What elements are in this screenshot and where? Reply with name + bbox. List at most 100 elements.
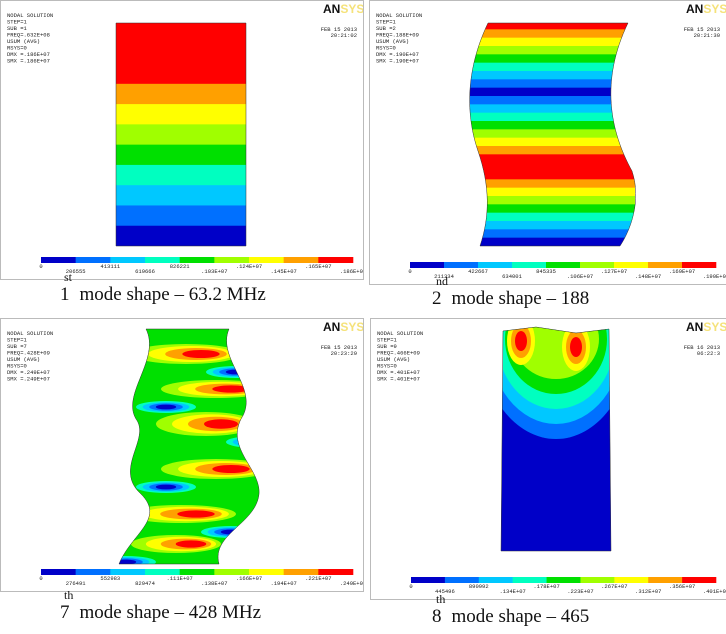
blob <box>204 419 238 429</box>
colorbar-label: .166E+07 <box>236 575 262 582</box>
logo-accent: SYS <box>703 320 726 334</box>
colorbar-label: .169E+07 <box>669 268 695 275</box>
blob <box>176 540 207 547</box>
band <box>116 64 246 85</box>
colorbar-label: 552983 <box>100 575 120 582</box>
band <box>465 238 635 247</box>
colorbar-label: 422667 <box>468 268 488 275</box>
band <box>465 46 635 55</box>
blob <box>212 465 249 473</box>
band <box>465 63 635 72</box>
ansys-screenshot: NODAL SOLUTIONSTEP=1SUB =7FREQ=.428E+09U… <box>0 318 364 592</box>
time: 20:21:02 <box>331 32 357 39</box>
caption-number: 7 <box>60 602 70 623</box>
field <box>465 21 635 247</box>
colorbar-label: 890992 <box>469 583 489 590</box>
field <box>96 329 286 568</box>
logo: ANSYS <box>323 2 364 16</box>
colorbar-label: 634001 <box>502 273 523 280</box>
colorbar-label: .194E+07 <box>270 580 296 587</box>
colorbar-label: .190E+07 <box>703 273 726 280</box>
colorbar-label: .312E+07 <box>635 588 661 595</box>
band <box>465 188 635 197</box>
caption-text: mode shape – 428 MHz <box>80 602 262 623</box>
colorbar-label: 619666 <box>135 268 155 275</box>
caption-suffix: th <box>436 592 445 607</box>
colorbar-label: .267E+07 <box>601 583 627 590</box>
band <box>465 96 635 105</box>
band <box>116 226 246 247</box>
colorbar-cell <box>41 257 76 263</box>
band <box>116 104 246 125</box>
colorbar-label: .148E+07 <box>635 273 661 280</box>
time: 20:21:30 <box>694 32 720 39</box>
time: 20:23:29 <box>331 350 357 357</box>
ansys-screenshot: NODAL SOLUTIONSTEP=1SUB =2FREQ=.188E+09U… <box>369 0 726 285</box>
header-line: SMX =.190E+07 <box>376 58 419 65</box>
logo-main: AN <box>686 320 703 334</box>
band <box>465 71 635 80</box>
colorbar-label: .106E+07 <box>567 273 593 280</box>
colorbar-label: 0 <box>39 575 42 582</box>
time: 06:22:3 <box>697 350 720 357</box>
blob <box>246 440 266 445</box>
logo-accent: SYS <box>340 2 364 16</box>
band <box>465 129 635 138</box>
band <box>465 54 635 63</box>
band <box>116 205 246 226</box>
band <box>116 185 246 206</box>
caption-suffix: st <box>64 270 72 285</box>
band <box>465 171 635 180</box>
logo-accent: SYS <box>340 320 364 334</box>
band <box>116 165 246 186</box>
colorbar-label: .124E+07 <box>236 263 262 270</box>
logo: ANSYS <box>686 2 726 16</box>
band <box>465 229 635 238</box>
colorbar-cell <box>411 577 445 583</box>
logo-main: AN <box>686 2 703 16</box>
band <box>465 163 635 172</box>
lobe <box>570 337 582 357</box>
header-line: SMX =.186E+07 <box>7 58 50 65</box>
caption: 2ndmode shape – 188 <box>432 288 589 310</box>
colorbar-label: .401E+07 <box>703 588 726 595</box>
caption-number: 1 <box>60 284 70 305</box>
colorbar-label: .138E+07 <box>201 580 227 587</box>
caption-number: 2 <box>432 288 442 309</box>
colorbar-label: .221E+07 <box>305 575 331 582</box>
colorbar-label: .103E+07 <box>201 268 227 275</box>
page: {"logo": {"main": "AN", "accent": "SYS"}… <box>0 0 726 634</box>
caption-number: 8 <box>432 606 442 627</box>
band <box>465 179 635 188</box>
band <box>116 23 246 44</box>
band <box>465 138 635 147</box>
band <box>116 145 246 166</box>
caption-text: mode shape – 465 <box>452 606 590 627</box>
colorbar-label: .186E+07 <box>340 268 364 275</box>
caption-text: mode shape – 63.2 MHz <box>80 284 266 305</box>
band <box>465 21 635 30</box>
colorbar-label: .127E+07 <box>601 268 627 275</box>
model <box>116 23 246 247</box>
caption-suffix: th <box>64 588 73 603</box>
band <box>465 213 635 222</box>
band <box>465 38 635 47</box>
logo: ANSYS <box>686 320 726 334</box>
blob <box>233 437 280 447</box>
blob <box>156 405 176 410</box>
logo-main: AN <box>323 2 340 16</box>
lobe <box>515 331 527 351</box>
caption-suffix: nd <box>436 274 448 289</box>
colorbar-label: 826221 <box>170 263 191 270</box>
band <box>116 84 246 105</box>
band <box>465 196 635 205</box>
colorbar-label: 0 <box>409 583 412 590</box>
blob <box>177 510 214 517</box>
model <box>465 21 636 247</box>
caption: 7thmode shape – 428 MHz <box>60 602 261 624</box>
logo-main: AN <box>323 320 340 334</box>
ansys-screenshot: NODAL SOLUTIONSTEP=1SUB =1FREQ=.632E+08U… <box>0 0 364 280</box>
logo: ANSYS <box>323 320 364 334</box>
colorbar-label: 276491 <box>66 580 87 587</box>
